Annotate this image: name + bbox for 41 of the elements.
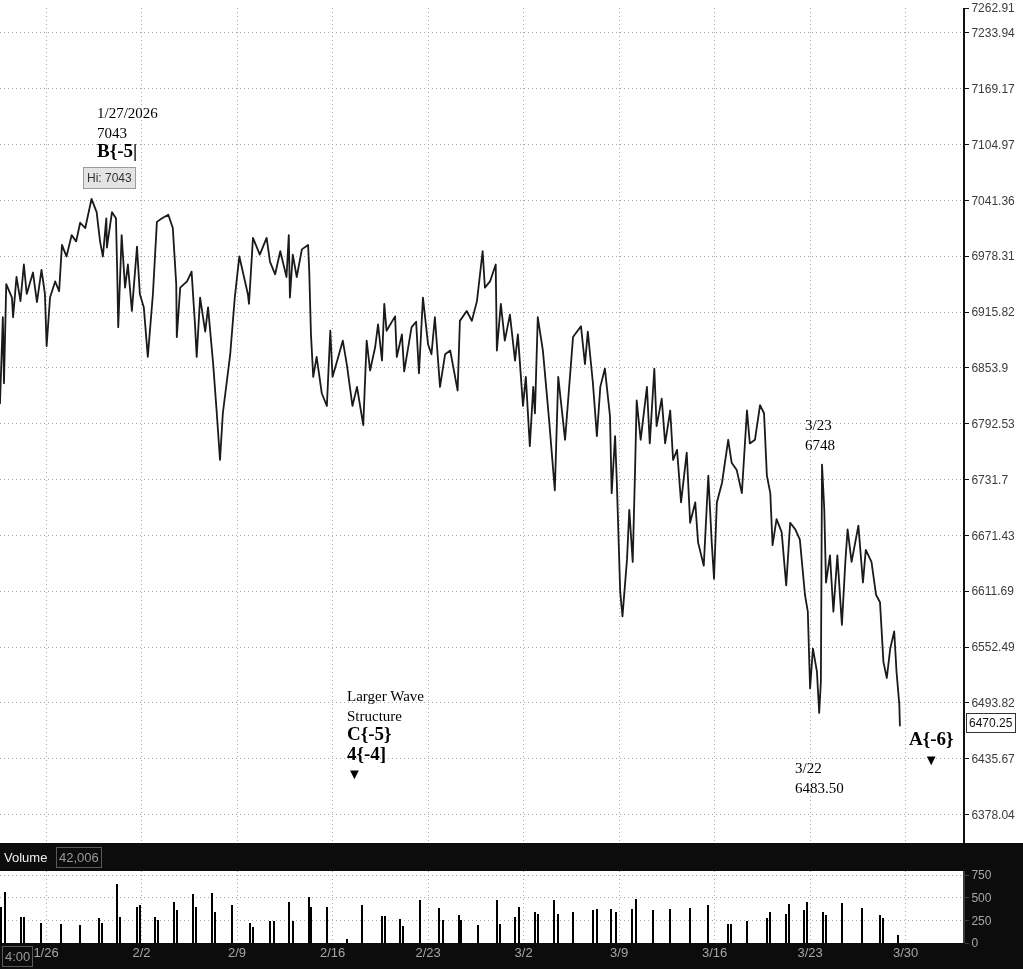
x-tick-label: 3/16 (701, 945, 728, 960)
y-tick-label: 6731.7 (971, 472, 1009, 487)
y-tick-label: 250 (971, 913, 992, 928)
x-tick-label: 1/26 (33, 945, 59, 960)
line-series (0, 198, 901, 727)
annotation: Hi: 7043 (87, 171, 133, 185)
text: 6470.25 (969, 716, 1013, 730)
y-tick-label: 6915.82 (971, 305, 1016, 320)
chart-title: Volume (4, 850, 48, 865)
annotation: 3/22 6483.50 (795, 760, 844, 796)
y-tick-label: 6978.31 (971, 249, 1016, 264)
y-tick-label: 750 (971, 868, 992, 883)
annotation: Larger Wave Structure C{-5} 4{-4] ▼ (347, 688, 425, 782)
x-tick-label: 3/2 (514, 945, 533, 960)
y-tick-label: 6611.69 (971, 584, 1015, 599)
y-tick-label: 6435.67 (971, 752, 1016, 767)
y-tick-label: 6493.82 (971, 696, 1016, 711)
annotation: 3/23 6748 (805, 417, 835, 453)
text: 42,006 (59, 850, 99, 865)
y-tick-label: 6792.53 (971, 416, 1016, 431)
x-tick-label: 3/30 (892, 945, 919, 960)
annotation: 1/27/2026 7043 B{-5| (97, 105, 159, 161)
text: 4:00 (5, 949, 31, 964)
x-tick-label: 3/23 (797, 945, 823, 960)
y-tick-label: 7169.17 (971, 81, 1016, 96)
y-tick-label: 0 (971, 936, 979, 951)
y-tick-label: 6853.9 (971, 361, 1009, 376)
y-tick-label: 6378.04 (971, 807, 1016, 822)
annotation: A{-6} ▼ (909, 728, 954, 768)
y-tick-label: 7233.94 (971, 26, 1016, 41)
x-tick-label: 3/9 (610, 945, 629, 960)
x-tick-label: 2/9 (228, 945, 247, 960)
y-tick-label: 6671.43 (971, 528, 1016, 543)
x-tick-label: 2/2 (132, 945, 151, 960)
y-tick-label: 500 (971, 890, 992, 905)
y-tick-label: 7262.91 (971, 1, 1016, 16)
y-tick-label: 7104.97 (971, 137, 1016, 152)
y-tick-label: 7041.36 (971, 193, 1016, 208)
x-tick-label: 2/16 (319, 945, 346, 960)
x-tick-label: 2/23 (415, 945, 441, 960)
y-tick-label: 6552.49 (971, 640, 1016, 655)
